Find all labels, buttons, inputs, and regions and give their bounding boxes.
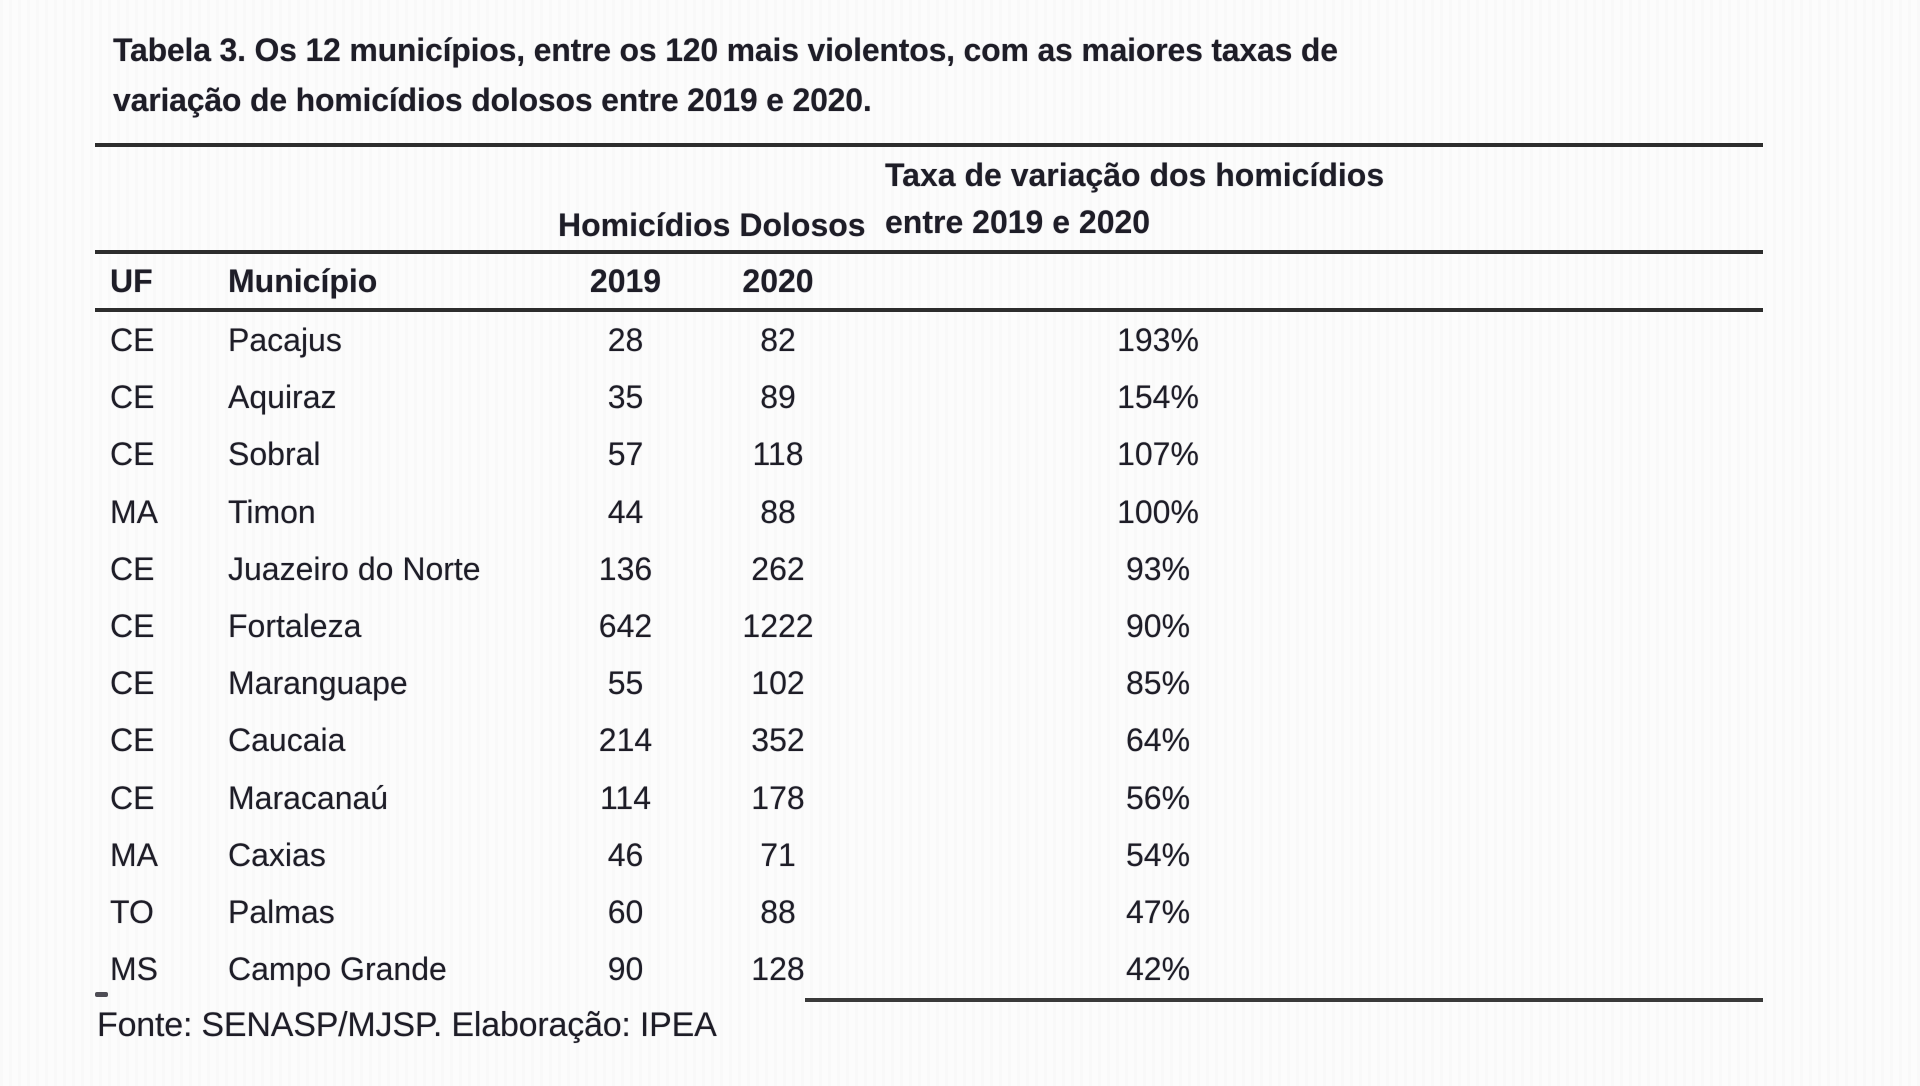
cell-municipio: Timon bbox=[228, 493, 316, 530]
cell-taxa: 64% bbox=[1125, 722, 1191, 759]
table-row: CE Caucaia 214 352 64% bbox=[95, 712, 1763, 769]
data-table: Homicídios Dolosos Taxa de variação dos … bbox=[95, 143, 1763, 1003]
column-header-2020: 2020 bbox=[742, 262, 814, 299]
table-row: MS Campo Grande 90 128 42% bbox=[95, 941, 1763, 998]
cell-uf: MS bbox=[110, 951, 158, 988]
cell-2020: 178 bbox=[751, 779, 805, 816]
cell-municipio: Pacajus bbox=[228, 322, 342, 359]
cell-uf: TO bbox=[110, 893, 154, 930]
table-title-line1: Tabela 3. Os 12 municípios, entre os 120… bbox=[113, 32, 1338, 68]
table-row: CE Maranguape 55 102 85% bbox=[95, 655, 1763, 712]
cell-2020: 1222 bbox=[742, 608, 814, 645]
cell-taxa: 42% bbox=[1125, 951, 1191, 988]
column-header-2019: 2019 bbox=[589, 262, 662, 299]
cell-2019: 57 bbox=[607, 436, 644, 473]
cell-2020: 352 bbox=[751, 722, 805, 759]
table-row: CE Maracanaú 114 178 56% bbox=[95, 770, 1763, 827]
cell-taxa: 90% bbox=[1125, 608, 1191, 645]
column-header-municipio: Município bbox=[228, 262, 378, 299]
cell-uf: CE bbox=[110, 779, 155, 816]
cell-2020: 262 bbox=[751, 550, 805, 587]
cell-2020: 88 bbox=[760, 493, 796, 530]
cell-2020: 71 bbox=[760, 836, 796, 873]
cell-municipio: Maranguape bbox=[228, 665, 408, 702]
cell-2019: 44 bbox=[607, 493, 644, 530]
cell-2020: 82 bbox=[760, 322, 796, 359]
table-body: CE Pacajus 28 82 193% CE Aquiraz 35 89 154% CE Sobr… bbox=[95, 312, 1763, 998]
cell-uf: CE bbox=[110, 379, 155, 416]
cell-taxa: 100% bbox=[1117, 493, 1199, 530]
cell-2019: 90 bbox=[607, 951, 644, 988]
cell-2020: 128 bbox=[751, 951, 805, 988]
taxa-header-line2: entre 2019 e 2020 bbox=[885, 204, 1151, 240]
cell-municipio: Aquiraz bbox=[228, 379, 337, 416]
cell-uf: MA bbox=[110, 493, 158, 530]
col-group-header-homicidios-dolosos: Homicídios Dolosos bbox=[558, 207, 866, 243]
cell-taxa: 154% bbox=[1117, 379, 1199, 416]
table-row: CE Aquiraz 35 89 154% bbox=[95, 369, 1763, 426]
table-row: MA Timon 44 88 100% bbox=[95, 484, 1763, 541]
cell-2019: 642 bbox=[598, 608, 653, 645]
cell-2020: 102 bbox=[751, 665, 805, 702]
cell-taxa: 56% bbox=[1125, 779, 1191, 816]
table-title: Tabela 3. Os 12 municípios, entre os 120… bbox=[113, 25, 1338, 125]
table-row: CE Juazeiro do Norte 136 262 93% bbox=[95, 541, 1763, 598]
cell-taxa: 54% bbox=[1125, 836, 1191, 873]
cell-taxa: 193% bbox=[1117, 322, 1199, 359]
cell-uf: CE bbox=[110, 436, 155, 473]
cell-2020: 118 bbox=[752, 436, 804, 473]
cell-2019: 136 bbox=[598, 550, 653, 587]
source-note: Fonte: SENASP/MJSP. Elaboração: IPEA bbox=[97, 1006, 717, 1044]
cell-municipio: Maracanaú bbox=[228, 779, 389, 816]
table-column-header-row: UF Município 2019 2020 bbox=[95, 254, 1763, 312]
cell-taxa: 107% bbox=[1117, 436, 1199, 473]
scan-stray-mark bbox=[95, 992, 108, 997]
cell-uf: CE bbox=[110, 322, 155, 359]
cell-taxa: 47% bbox=[1125, 893, 1191, 930]
cell-municipio: Campo Grande bbox=[228, 951, 447, 988]
cell-municipio: Sobral bbox=[228, 436, 321, 473]
cell-2019: 55 bbox=[607, 665, 644, 702]
cell-taxa: 85% bbox=[1125, 665, 1191, 702]
table-bottom-rule bbox=[805, 998, 1763, 1003]
cell-municipio: Juazeiro do Norte bbox=[228, 550, 481, 587]
table-row: CE Sobral 57 118 107% bbox=[95, 426, 1763, 483]
col-group-header-taxa: Taxa de variação dos homicídios entre 20… bbox=[885, 152, 1384, 246]
cell-2019: 214 bbox=[598, 722, 653, 759]
cell-uf: CE bbox=[110, 665, 155, 702]
cell-2019: 46 bbox=[607, 836, 644, 873]
column-header-uf: UF bbox=[110, 262, 153, 299]
cell-uf: CE bbox=[110, 550, 155, 587]
table-header-group: Homicídios Dolosos Taxa de variação dos … bbox=[95, 147, 1763, 254]
cell-uf: CE bbox=[110, 722, 155, 759]
cell-2020: 89 bbox=[760, 379, 796, 416]
table-row: TO Palmas 60 88 47% bbox=[95, 884, 1763, 941]
table-row: MA Caxias 46 71 54% bbox=[95, 827, 1763, 884]
cell-uf: CE bbox=[110, 608, 155, 645]
cell-municipio: Palmas bbox=[228, 893, 335, 930]
cell-uf: MA bbox=[110, 836, 158, 873]
cell-2019: 35 bbox=[607, 379, 644, 416]
cell-municipio: Fortaleza bbox=[228, 608, 362, 645]
cell-2020: 88 bbox=[760, 893, 796, 930]
cell-municipio: Caxias bbox=[228, 836, 326, 873]
cell-taxa: 93% bbox=[1125, 550, 1191, 587]
cell-municipio: Caucaia bbox=[228, 722, 346, 759]
cell-2019: 114 bbox=[599, 779, 651, 816]
table-row: CE Fortaleza 642 1222 90% bbox=[95, 598, 1763, 655]
taxa-header-line1: Taxa de variação dos homicídios bbox=[885, 157, 1385, 193]
cell-2019: 28 bbox=[607, 322, 644, 359]
cell-2019: 60 bbox=[607, 893, 644, 930]
table-title-line2: variação de homicídios dolosos entre 201… bbox=[113, 82, 872, 118]
table-row: CE Pacajus 28 82 193% bbox=[95, 312, 1763, 369]
